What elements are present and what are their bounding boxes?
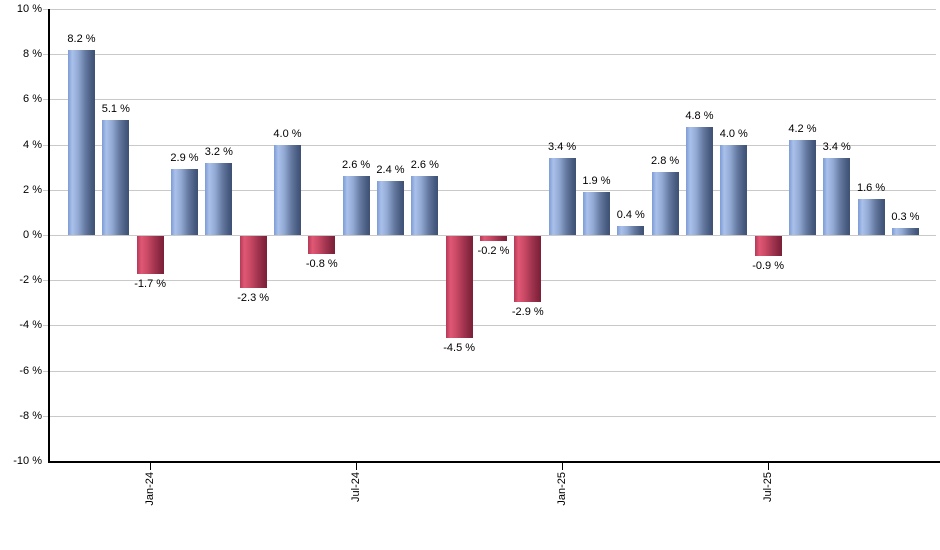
x-axis-tick-mark (150, 463, 152, 470)
y-axis-tick-label: 8 % (23, 48, 42, 61)
bar-value-label: -2.3 % (237, 291, 270, 304)
gridline (43, 144, 936, 146)
y-axis-tick-label: -8 % (19, 409, 42, 422)
y-axis-line (48, 9, 50, 463)
gridline (43, 280, 936, 282)
gridline (43, 54, 936, 56)
bar-value-label: 4.8 % (685, 109, 714, 122)
bar-Nov-25[interactable] (891, 228, 919, 235)
bar-value-label: 2.9 % (170, 152, 199, 165)
bar-Jan-25[interactable] (548, 158, 576, 235)
bar-value-label: 1.6 % (857, 181, 886, 194)
bar-value-label: 5.1 % (101, 102, 130, 115)
bar-Jun-25[interactable] (720, 144, 748, 235)
bar-Dec-24[interactable] (514, 236, 542, 302)
bar-Nov-23[interactable] (68, 49, 95, 235)
bar-Jan-24[interactable] (136, 236, 164, 275)
bar-Oct-24[interactable] (445, 236, 473, 338)
y-axis-tick-label: -10 % (13, 455, 42, 467)
bar-value-label: -2.9 % (511, 305, 544, 318)
x-axis-tick-mark (768, 463, 770, 470)
bar-value-label: -4.5 % (443, 341, 476, 354)
bar-value-label: 8.2 % (67, 32, 96, 45)
gridline (43, 99, 936, 101)
bar-value-label: 3.2 % (204, 145, 233, 158)
y-axis-tick-label: 4 % (23, 138, 42, 151)
bar-value-label: 4.0 % (719, 127, 748, 140)
y-axis-tick-label: -6 % (19, 364, 42, 377)
y-axis-tick-label: -4 % (19, 319, 42, 332)
bar-Feb-25[interactable] (582, 192, 610, 235)
bar-Sep-24[interactable] (411, 176, 439, 235)
bar-value-label: 1.9 % (582, 175, 611, 188)
y-axis-tick-label: 2 % (23, 183, 42, 196)
bar-value-label: -0.8 % (305, 258, 338, 271)
gridline (43, 235, 936, 236)
bar-value-label: 0.4 % (616, 208, 645, 221)
bar-Apr-24[interactable] (239, 236, 267, 288)
x-axis-tick-label: Jan-24 (144, 472, 157, 506)
bar-value-label: 2.6 % (410, 159, 439, 172)
y-axis-tick-label: -2 % (19, 274, 42, 287)
x-axis-tick-mark (562, 463, 564, 470)
bar-value-label: -0.9 % (752, 260, 784, 273)
x-axis-tick-label: Jan-25 (556, 472, 569, 506)
x-axis-tick-label: Jul-25 (762, 472, 775, 502)
gridline (43, 189, 936, 191)
bar-Aug-24[interactable] (376, 180, 404, 235)
gridline (43, 415, 936, 417)
bar-value-label: 4.2 % (788, 123, 817, 136)
bar-value-label: 3.4 % (548, 141, 577, 154)
x-axis-tick-mark (356, 463, 358, 470)
bar-Dec-23[interactable] (102, 119, 130, 235)
bar-Oct-25[interactable] (857, 198, 885, 235)
bar-value-label: 4.0 % (273, 127, 302, 140)
bar-value-label: 2.6 % (342, 159, 371, 172)
bar-Sep-25[interactable] (823, 158, 851, 235)
bar-value-label: 2.8 % (651, 154, 680, 167)
bar-Mar-24[interactable] (205, 162, 233, 235)
gridline (43, 9, 936, 10)
bar-Nov-24[interactable] (479, 236, 507, 241)
bar-Feb-24[interactable] (170, 169, 198, 235)
bar-value-label: 0.3 % (891, 211, 920, 224)
x-axis-line (48, 461, 940, 463)
bar-May-25[interactable] (685, 126, 713, 235)
bar-Jul-24[interactable] (342, 176, 370, 235)
bar-May-24[interactable] (273, 144, 301, 235)
y-axis-tick-label: 10 % (16, 3, 42, 15)
bar-Mar-25[interactable] (617, 225, 645, 235)
bar-value-label: 2.4 % (376, 163, 405, 176)
y-axis-tick-label: 0 % (23, 229, 42, 241)
y-axis-tick-label: 6 % (23, 93, 42, 106)
bar-Jul-25[interactable] (754, 236, 782, 257)
bar-value-label: 3.4 % (822, 141, 851, 154)
bar-Aug-25[interactable] (788, 140, 816, 235)
x-axis-tick-label: Jul-24 (350, 472, 363, 502)
bar-value-label: -0.2 % (477, 244, 510, 257)
bar-Apr-25[interactable] (651, 171, 679, 235)
gridline (43, 370, 936, 372)
bar-Jun-24[interactable] (308, 236, 336, 255)
gridline (43, 325, 936, 327)
bar-value-label: -1.7 % (134, 278, 167, 291)
